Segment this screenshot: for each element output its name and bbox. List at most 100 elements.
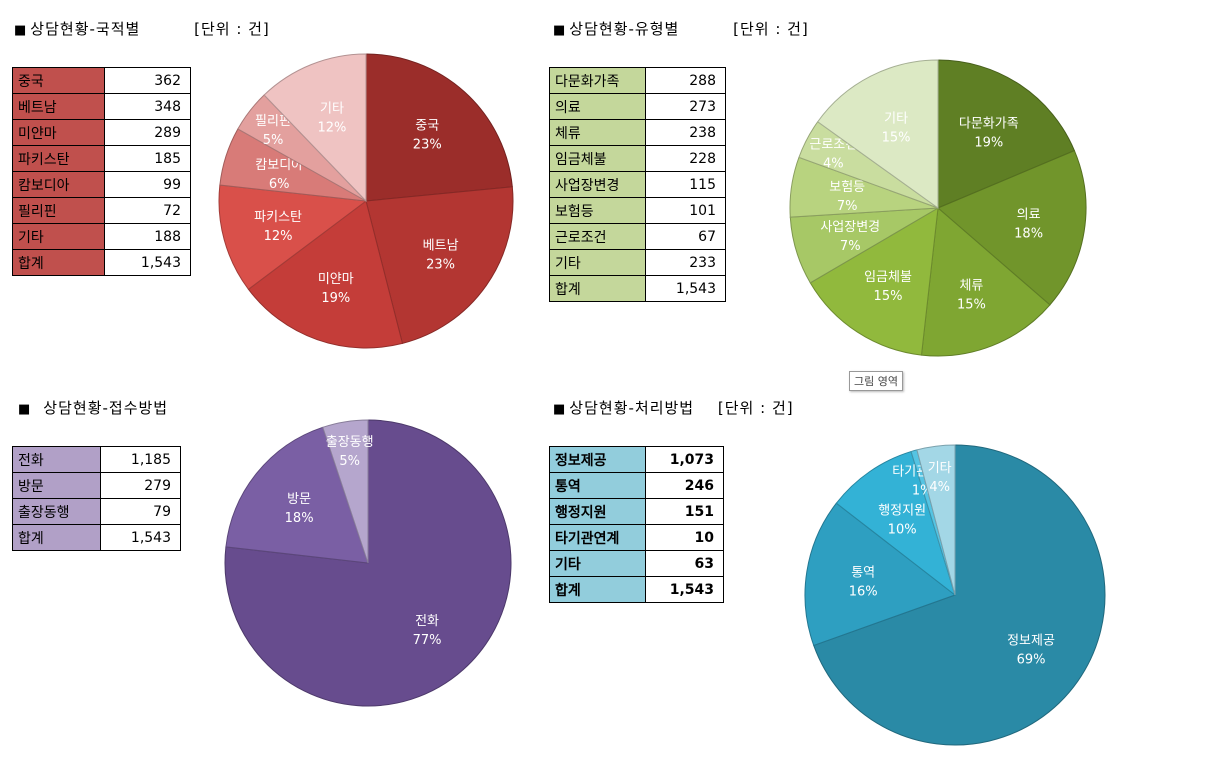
table-nationality: 중국 362 베트남 348 미얀마 289 파키스탄 185 캄보디아 99 필리핀 72 기타 188… bbox=[12, 67, 191, 276]
row-label: 방문 bbox=[12, 472, 101, 499]
title-processing: ■ 상담현황-처리방법 [단위 : 건] bbox=[553, 399, 794, 417]
table-row: 통역 246 bbox=[549, 472, 724, 499]
row-label: 미얀마 bbox=[12, 119, 105, 146]
slice-percent-label: 6% bbox=[269, 177, 290, 192]
row-value: 228 bbox=[645, 145, 726, 172]
row-label: 전화 bbox=[12, 446, 101, 473]
table-row: 사업장변경 115 bbox=[549, 171, 726, 198]
row-value: 10 bbox=[645, 524, 724, 551]
pie-slice bbox=[365, 53, 513, 202]
table-row: 캄보디아 99 bbox=[12, 171, 191, 198]
row-value: 233 bbox=[645, 249, 726, 276]
pie-slice bbox=[263, 53, 367, 203]
table-row: 미얀마 289 bbox=[12, 119, 191, 146]
pie-slice bbox=[225, 426, 369, 564]
row-label: 사업장변경 bbox=[549, 171, 646, 198]
row-label: 합계 bbox=[12, 524, 101, 551]
slice-percent-label: 23% bbox=[426, 257, 455, 272]
table-row: 합계 1,543 bbox=[12, 524, 181, 551]
row-value: 1,543 bbox=[104, 249, 191, 276]
slice-percent-label: 4% bbox=[823, 157, 844, 172]
table-row: 임금체불 228 bbox=[549, 145, 726, 172]
table-row: 출장동행 79 bbox=[12, 498, 181, 525]
slice-category-label: 미얀마 bbox=[318, 272, 354, 287]
unit-label: [단위 : 건] bbox=[733, 20, 809, 38]
row-label: 파키스탄 bbox=[12, 145, 105, 172]
table-method: 전화 1,185 방문 279 출장동행 79 합계 1,543 bbox=[12, 446, 181, 551]
table-row: 베트남 348 bbox=[12, 93, 191, 120]
row-value: 1,543 bbox=[100, 524, 181, 551]
pie-slice bbox=[218, 184, 368, 291]
slice-percent-label: 19% bbox=[321, 291, 350, 306]
slice-percent-label: 77% bbox=[413, 633, 442, 648]
slice-category-label: 파키스탄 bbox=[254, 210, 302, 225]
table-row: 기타 188 bbox=[12, 223, 191, 250]
row-label: 합계 bbox=[549, 576, 646, 603]
table-row: 방문 279 bbox=[12, 472, 181, 499]
slice-category-label: 체류 bbox=[959, 278, 983, 293]
row-value: 1,543 bbox=[645, 275, 726, 302]
row-value: 99 bbox=[104, 171, 191, 198]
pie-slice bbox=[365, 186, 514, 345]
slice-percent-label: 15% bbox=[957, 297, 986, 312]
slice-percent-label: 18% bbox=[1014, 226, 1043, 241]
slice-category-label: 방문 bbox=[287, 492, 311, 507]
slice-percent-label: 12% bbox=[318, 120, 347, 135]
unit-label: [단위 : 건] bbox=[194, 20, 270, 38]
row-label: 중국 bbox=[12, 67, 105, 94]
row-label: 의료 bbox=[549, 93, 646, 120]
pie-chart-method: 전화 77% 방문 18% 출장동행 5% bbox=[224, 419, 512, 707]
table-row: 체류 238 bbox=[549, 119, 726, 146]
slice-percent-label: 16% bbox=[849, 584, 878, 599]
pie-slice bbox=[247, 200, 404, 349]
pie-slice bbox=[835, 450, 956, 597]
table-row: 타기관연계 10 bbox=[549, 524, 724, 551]
row-value: 246 bbox=[645, 472, 724, 499]
row-label: 행정지원 bbox=[549, 498, 646, 525]
table-row: 근로조건 67 bbox=[549, 223, 726, 250]
row-label: 임금체불 bbox=[549, 145, 646, 172]
pie-slice bbox=[322, 419, 369, 564]
square-bullet-icon: ■ bbox=[553, 402, 567, 417]
row-label: 근로조건 bbox=[549, 223, 646, 250]
slice-category-label: 행정지원 bbox=[878, 502, 926, 518]
pie-slice bbox=[809, 207, 939, 356]
table-processing: 정보제공 1,073 통역 246 행정지원 151 타기관연계 10 기타 63 합계 1,543 bbox=[549, 446, 724, 603]
row-value: 238 bbox=[645, 119, 726, 146]
slice-category-label: 임금체불 bbox=[864, 270, 912, 285]
square-bullet-icon: ■ bbox=[553, 23, 567, 38]
slice-category-label: 기타 bbox=[320, 101, 344, 116]
table-row: 정보제공 1,073 bbox=[549, 446, 724, 473]
slice-category-label: 필리핀 bbox=[255, 114, 291, 129]
slice-category-label: 중국 bbox=[415, 119, 439, 134]
table-row: 기타 63 bbox=[549, 550, 724, 577]
row-value: 279 bbox=[100, 472, 181, 499]
table-row: 전화 1,185 bbox=[12, 446, 181, 473]
table-row: 의료 273 bbox=[549, 93, 726, 120]
table-row: 보험등 101 bbox=[549, 197, 726, 224]
table-row: 행정지원 151 bbox=[549, 498, 724, 525]
row-value: 188 bbox=[104, 223, 191, 250]
slice-percent-label: 23% bbox=[413, 138, 442, 153]
row-label: 출장동행 bbox=[12, 498, 101, 525]
row-value: 289 bbox=[104, 119, 191, 146]
pie-slice bbox=[937, 59, 1076, 209]
row-label: 합계 bbox=[549, 275, 646, 302]
table-row: 중국 362 bbox=[12, 67, 191, 94]
pie-slice bbox=[813, 444, 1106, 746]
table-row: 다문화가족 288 bbox=[549, 67, 726, 94]
table-row: 필리핀 72 bbox=[12, 197, 191, 224]
row-value: 115 bbox=[645, 171, 726, 198]
pie-slice bbox=[916, 444, 956, 596]
row-label: 베트남 bbox=[12, 93, 105, 120]
row-value: 79 bbox=[100, 498, 181, 525]
square-bullet-icon: ■ bbox=[18, 402, 32, 417]
row-value: 348 bbox=[104, 93, 191, 120]
row-value: 273 bbox=[645, 93, 726, 120]
row-value: 151 bbox=[645, 498, 724, 525]
table-type: 다문화가족 288 의료 273 체류 238 임금체불 228 사업장변경 115 보험등 101 근… bbox=[549, 67, 726, 302]
slice-category-label: 기타 bbox=[928, 461, 952, 476]
row-value: 101 bbox=[645, 197, 726, 224]
slice-category-label: 정보제공 bbox=[1007, 634, 1055, 649]
